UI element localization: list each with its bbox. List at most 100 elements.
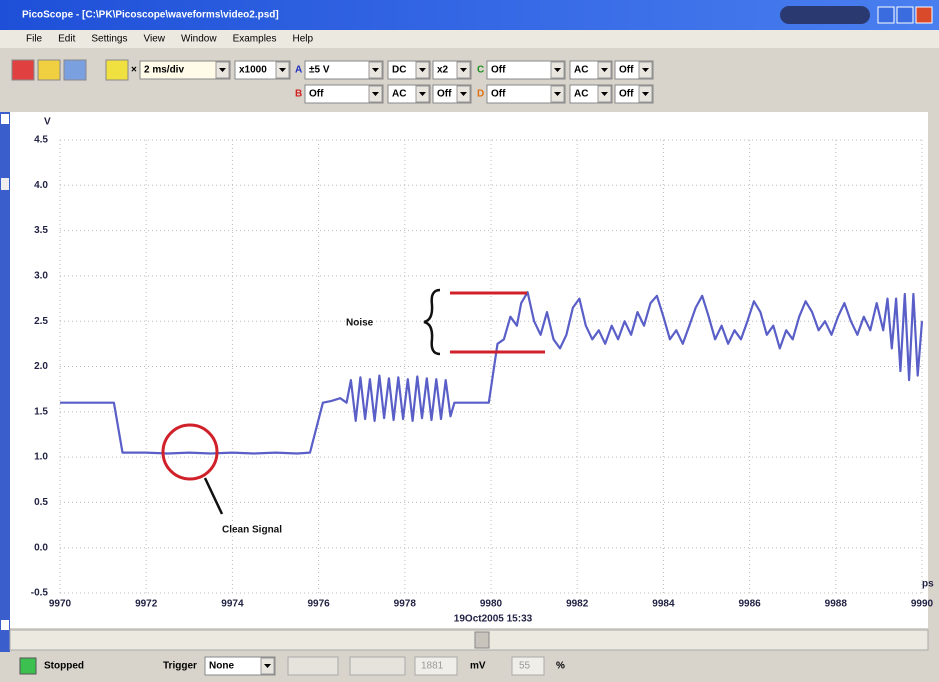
x-tick-label: 9970 — [49, 599, 72, 610]
combo-value: x1000 — [239, 65, 267, 76]
close-button[interactable] — [915, 6, 933, 24]
status-state: Stopped — [44, 661, 84, 672]
menu-item[interactable]: Window — [181, 34, 217, 45]
combo-arrow — [642, 68, 649, 72]
y-tick-label: 4.5 — [34, 135, 48, 146]
menu-item[interactable]: Edit — [58, 34, 75, 45]
combo-arrow — [264, 664, 271, 668]
combo-value: Off — [491, 65, 506, 76]
channel-id: A — [295, 65, 302, 76]
menu: File Edit Settings View Window Examples Help — [26, 34, 313, 45]
y-tick-label: 1.5 — [34, 406, 48, 417]
menu-item[interactable]: Help — [292, 34, 313, 45]
x-tick-label: 9982 — [566, 599, 589, 610]
combo-box[interactable] — [486, 84, 566, 104]
combo-box[interactable] — [304, 60, 384, 80]
scroll-arrow[interactable] — [1, 114, 9, 124]
y-tick-label: 0.5 — [34, 497, 48, 508]
scroll-arrow[interactable] — [1, 620, 9, 630]
level-unit: mV — [470, 661, 486, 672]
x-tick-label: 9976 — [307, 599, 330, 610]
scroll-thumb[interactable] — [1, 178, 9, 190]
combo-arrow — [554, 68, 561, 72]
x-mark: × — [131, 65, 137, 76]
combo-arrow — [601, 68, 608, 72]
x-tick-label: 9978 — [394, 599, 417, 610]
y-tick-label: 0.0 — [34, 542, 48, 553]
combo-value: Off — [619, 89, 634, 100]
waveform — [60, 291, 924, 455]
toolbar-icon[interactable] — [63, 59, 87, 81]
trigger-delay: 55 — [519, 661, 531, 672]
x-tick-label: 9984 — [652, 599, 675, 610]
noise-annotation: Noise — [346, 318, 374, 329]
combo-arrow — [419, 68, 426, 72]
y-tick-label: 1.0 — [34, 452, 48, 463]
menu-bar — [0, 30, 939, 48]
delay-box[interactable] — [511, 656, 545, 676]
combo-value: None — [209, 661, 234, 672]
y-tick-label: 3.0 — [34, 271, 48, 282]
y-tick-label: 2.0 — [34, 361, 48, 372]
menu-item[interactable]: Examples — [233, 34, 277, 45]
trigger-label: Trigger — [163, 661, 197, 672]
bottom-scrollbar[interactable] — [9, 629, 929, 651]
y-tick-label: 3.5 — [34, 225, 48, 236]
title-widget — [780, 6, 870, 24]
combo-arrow — [642, 92, 649, 96]
clean-pointer — [203, 477, 224, 515]
combo-value: Off — [491, 89, 506, 100]
clean-annotation: Clean Signal — [222, 525, 282, 536]
y-tick-label: 4.0 — [34, 180, 48, 191]
toolbar-icon[interactable] — [37, 59, 61, 81]
combo-box[interactable] — [304, 84, 384, 104]
status-bar — [0, 652, 939, 682]
channel-id: C — [477, 65, 484, 76]
x-tick-label: 9980 — [480, 599, 503, 610]
combo-box[interactable] — [204, 656, 276, 676]
combo-value: Off — [437, 89, 452, 100]
combo-value: DC — [392, 65, 406, 76]
x-tick-label: 9986 — [738, 599, 761, 610]
left-scrollbar[interactable] — [0, 112, 10, 652]
combo-arrow — [279, 68, 286, 72]
y-tick-label: 2.5 — [34, 316, 48, 327]
combo-value: Off — [309, 89, 324, 100]
combo-value: AC — [574, 89, 588, 100]
run-indicator[interactable] — [19, 657, 37, 675]
minimize-button[interactable] — [877, 6, 895, 24]
x-tick-label: 9974 — [221, 599, 244, 610]
toolbar-icon[interactable] — [105, 59, 129, 81]
combo-value: x2 — [437, 65, 449, 76]
menu-item[interactable]: File — [26, 34, 43, 45]
window-title: PicoScope - [C:\PK\Picoscope\waveforms\v… — [22, 10, 279, 21]
right-edge — [928, 112, 939, 652]
y-unit: V — [44, 117, 51, 128]
menu-item[interactable]: Settings — [91, 34, 127, 45]
maximize-button[interactable] — [896, 6, 914, 24]
clean-marker — [161, 423, 219, 481]
combo-arrow — [460, 68, 467, 72]
level-box[interactable] — [414, 656, 458, 676]
combo-value: 2 ms/div — [144, 65, 184, 76]
combo-arrow — [554, 92, 561, 96]
combo-box[interactable] — [139, 60, 231, 80]
combo-box[interactable] — [486, 60, 566, 80]
scroll-thumb[interactable] — [474, 631, 490, 649]
x-unit: ps — [922, 579, 934, 590]
toolbar-icon[interactable] — [11, 59, 35, 81]
trigger-level: 1881 — [421, 661, 444, 672]
plot: -0.5 0.0 0.5 1.0 1.5 2.0 2.5 3.0 3.5 4.0 4.5 9970 99… — [31, 135, 934, 610]
delay-unit: % — [556, 661, 565, 672]
plot-area — [10, 112, 928, 628]
menu-item[interactable]: View — [144, 34, 166, 45]
combo-arrow — [372, 92, 379, 96]
combo-arrow — [219, 68, 226, 72]
x-tick-label: 9988 — [825, 599, 848, 610]
combo-value: ±5 V — [309, 65, 330, 76]
combo-arrow — [601, 92, 608, 96]
channel-id: B — [295, 89, 302, 100]
x-tick-label: 9972 — [135, 599, 158, 610]
combo-value: AC — [574, 65, 588, 76]
combo-arrow — [460, 92, 467, 96]
